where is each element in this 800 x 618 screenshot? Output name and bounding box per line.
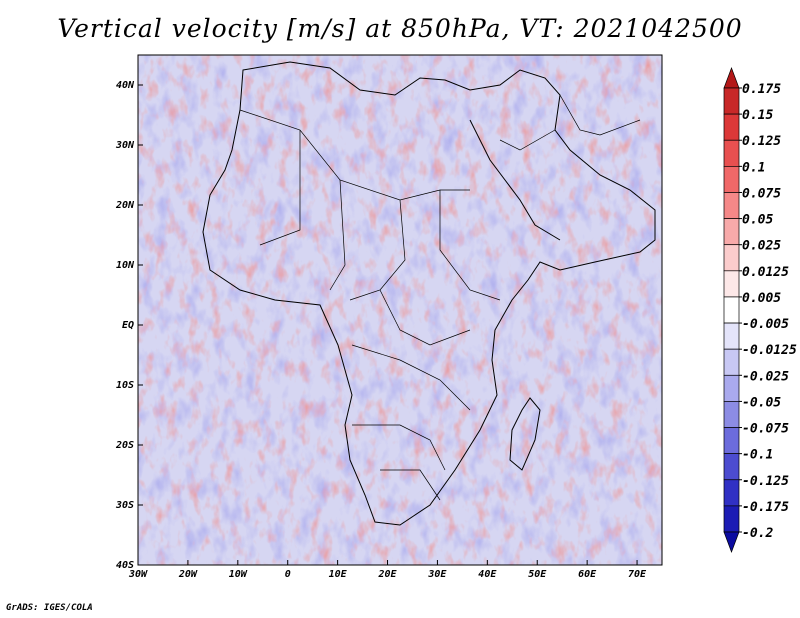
colorbar-bottom-arrow xyxy=(723,531,740,553)
colorbar-label: -0.025 xyxy=(742,369,789,384)
grads-credit: GrADS: IGES/COLA xyxy=(6,603,93,613)
colorbar-label: 0.125 xyxy=(742,134,781,149)
colorbar-label: -0.05 xyxy=(742,395,781,410)
colorbar-label: 0.005 xyxy=(742,291,781,306)
longitude-axis: 30W 20W 10W 0 10E 20E 30E 40E 50E 60E 70E xyxy=(128,560,647,580)
red-sea-coast xyxy=(469,119,561,241)
colorbar-top-arrow xyxy=(723,67,740,89)
colorbar-label: 0.075 xyxy=(742,186,781,201)
lon-tick-label: 50E xyxy=(528,569,547,580)
colorbar-label: 0.1 xyxy=(742,160,765,175)
colorbar-swatch xyxy=(723,296,740,324)
colorbar-swatch xyxy=(723,348,740,376)
lat-tick-label: 20S xyxy=(115,440,134,451)
lat-tick-label: 10S xyxy=(116,380,134,391)
lat-tick-label: 20N xyxy=(115,200,135,211)
lon-tick-label: 20W xyxy=(178,569,198,580)
country-boundaries xyxy=(239,94,641,501)
colorbar-swatch xyxy=(723,427,740,454)
colorbar-label: 0.175 xyxy=(742,82,781,97)
continent-outline xyxy=(202,61,656,526)
colorbar-label: -0.005 xyxy=(742,317,789,332)
colorbar-swatch xyxy=(723,374,740,402)
colorbar-label: -0.1 xyxy=(742,448,773,463)
colorbar-label: 0.05 xyxy=(742,213,773,228)
velocity-noise-layer xyxy=(138,55,662,565)
colorbar-label: 0.15 xyxy=(742,108,773,123)
lon-tick-label: 30W xyxy=(128,569,148,580)
colorbar-swatch xyxy=(723,322,740,350)
colorbar-swatch xyxy=(723,139,740,167)
colorbar-label: -0.125 xyxy=(742,474,789,489)
colorbar: 0.175 0.15 0.125 0.1 0.075 0.05 0.025 0.0125 0.0… xyxy=(723,67,797,553)
velocity-field xyxy=(138,55,662,565)
lat-tick-label: 10N xyxy=(116,260,135,271)
lon-tick-label: 30E xyxy=(427,569,447,580)
colorbar-swatch xyxy=(723,192,740,219)
lon-tick-label: 20E xyxy=(377,569,397,580)
colorbar-swatch xyxy=(723,270,740,298)
lon-tick-label: 60E xyxy=(578,569,597,580)
colorbar-label: 0.025 xyxy=(742,239,781,254)
lon-tick-label: 70E xyxy=(628,569,647,580)
lat-tick-label: 30N xyxy=(115,140,135,151)
lat-tick-label: 40S xyxy=(116,560,134,571)
colorbar-swatch xyxy=(723,166,740,193)
colorbar-label: -0.175 xyxy=(742,500,789,515)
colorbar-swatch xyxy=(723,479,740,507)
plot-frame xyxy=(137,54,663,566)
colorbar-swatch xyxy=(723,453,740,481)
colorbar-swatch xyxy=(723,218,740,246)
map-title: Vertical velocity [m/s] at 850hPa, VT: 2… xyxy=(57,14,743,43)
colorbar-swatch xyxy=(723,113,740,141)
colorbar-label: 0.0125 xyxy=(742,265,789,280)
lat-tick-label: 40N xyxy=(116,80,135,91)
colorbar-swatch xyxy=(723,244,740,272)
colorbar-label: -0.2 xyxy=(742,526,773,541)
colorbar-swatch xyxy=(723,87,740,115)
lon-tick-label: 10W xyxy=(229,569,248,580)
colorbar-swatch xyxy=(723,401,740,428)
colorbar-label: -0.0125 xyxy=(742,343,797,358)
madagascar-outline xyxy=(509,397,541,471)
lon-tick-label: 10E xyxy=(329,569,348,580)
latitude-axis: 40N 30N 20N 10N EQ 10S 20S 30S 40S xyxy=(115,80,143,571)
lat-tick-label: 30S xyxy=(115,500,134,511)
colorbar-label: -0.075 xyxy=(742,422,789,437)
lon-tick-label: 40E xyxy=(478,569,497,580)
colorbar-swatch xyxy=(723,505,740,533)
lat-tick-label: EQ xyxy=(122,320,134,331)
lon-tick-label: 0 xyxy=(285,569,291,580)
